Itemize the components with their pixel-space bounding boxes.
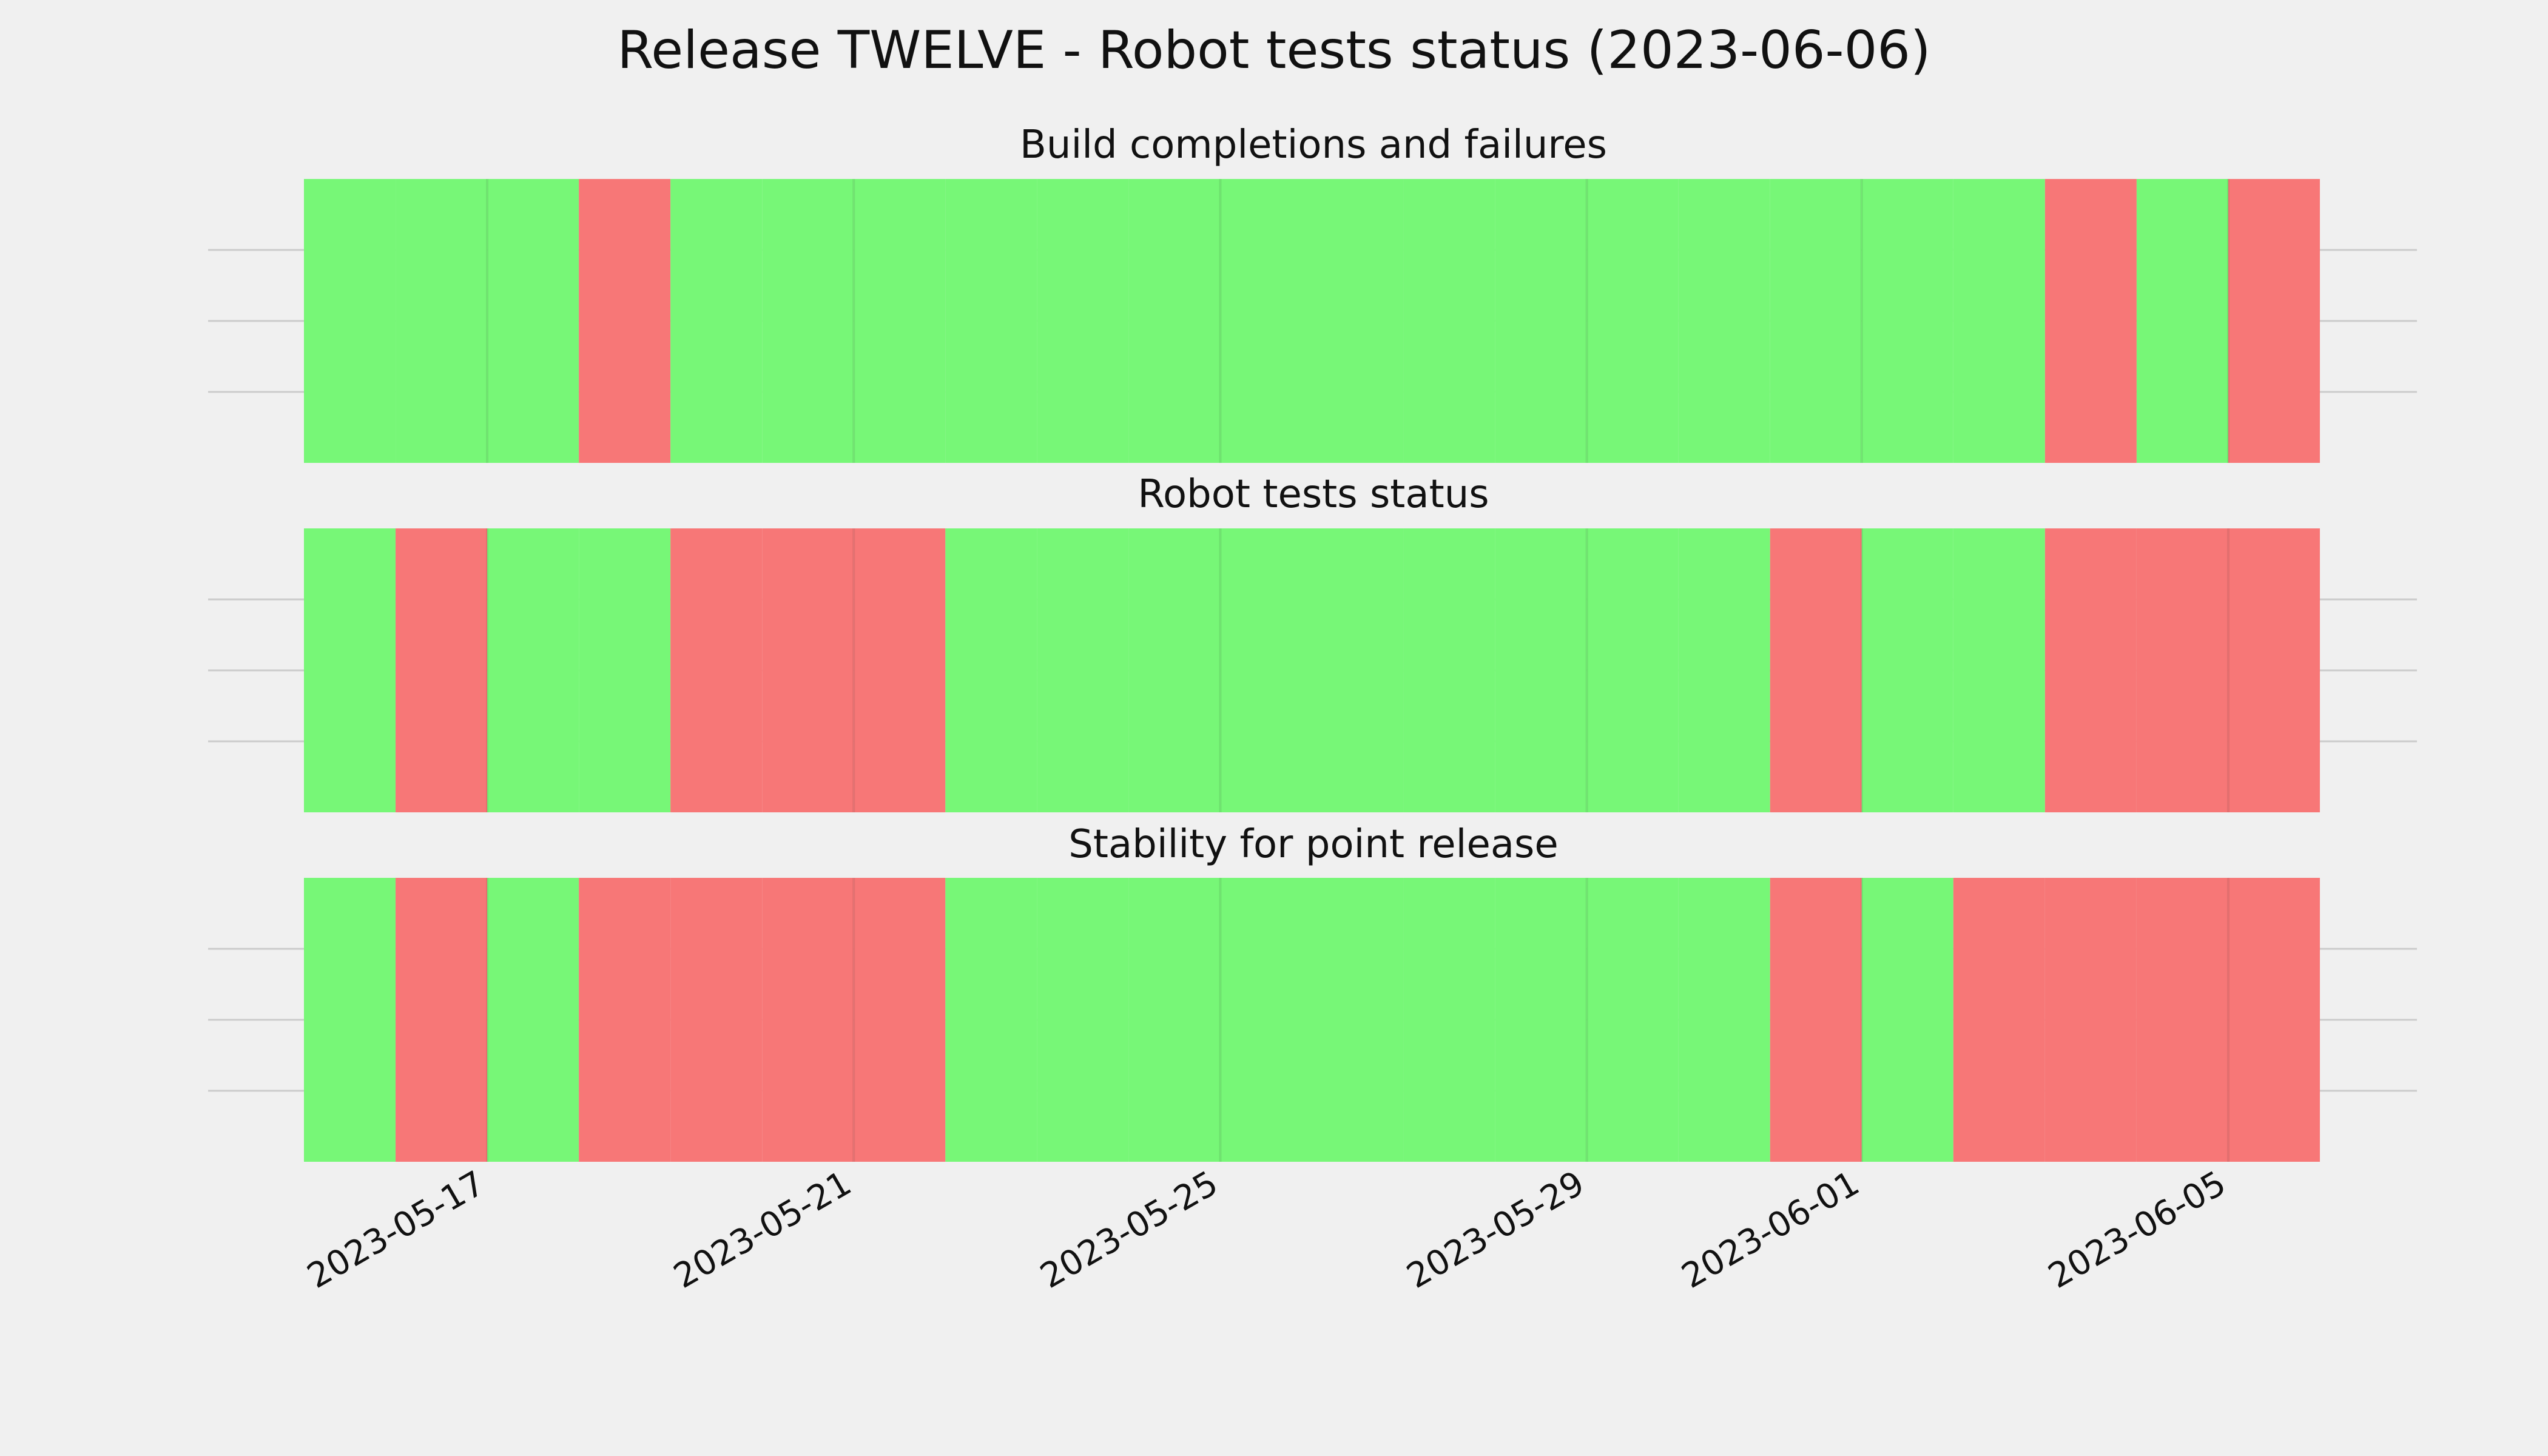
panel-0-cell-12-pass xyxy=(1403,179,1495,463)
panel-2-cell-2-pass xyxy=(487,878,579,1162)
panel-2-cell-19-fail xyxy=(2044,878,2137,1162)
panel-1-cell-19-fail xyxy=(2044,528,2137,812)
panel-0-cell-1-pass xyxy=(396,179,488,463)
panel-1-cell-4-fail xyxy=(670,528,763,812)
x-tick-label-5: 2023-06-05 xyxy=(2042,1164,2233,1296)
panel-0-cell-21-fail xyxy=(2228,179,2320,463)
panel-2-cell-20-fail xyxy=(2136,878,2228,1162)
panel-0-cell-9-pass xyxy=(1128,179,1221,463)
panel-2-cell-17-pass xyxy=(1861,878,1953,1162)
x-tick-label-3: 2023-05-29 xyxy=(1400,1164,1591,1296)
panel-0-cell-16-pass xyxy=(1770,179,1862,463)
panel-2-cell-7-pass xyxy=(945,878,1037,1162)
panel-0-cell-11-pass xyxy=(1312,179,1404,463)
panel-1-cell-11-pass xyxy=(1312,528,1404,812)
panel-1-cell-1-fail xyxy=(396,528,488,812)
panel-1-cell-2-pass xyxy=(487,528,579,812)
x-tick-label-0: 2023-05-17 xyxy=(301,1164,491,1296)
panel-2-cell-0-pass xyxy=(304,878,396,1162)
panel-2-cell-10-pass xyxy=(1220,878,1312,1162)
panel-1-cell-10-pass xyxy=(1220,528,1312,812)
panel-0-cell-6-pass xyxy=(854,179,946,463)
panel-1-cell-5-fail xyxy=(762,528,854,812)
panel-0-cell-10-pass xyxy=(1220,179,1312,463)
panel-robot: Robot tests status xyxy=(208,472,2417,812)
panel-2-cell-14-pass xyxy=(1586,878,1679,1162)
panel-1-cell-0-pass xyxy=(304,528,396,812)
panel-0-cell-4-pass xyxy=(670,179,763,463)
panel-1-cell-3-pass xyxy=(579,528,671,812)
panel-0-cell-14-pass xyxy=(1586,179,1679,463)
panel-1-cell-16-fail xyxy=(1770,528,1862,812)
panel-build: Build completions and failures xyxy=(208,123,2417,463)
panel-title-build: Build completions and failures xyxy=(1020,123,1607,167)
panel-title-robot: Robot tests status xyxy=(1138,472,1489,517)
panel-2-cell-15-pass xyxy=(1678,878,1770,1162)
panel-2-cell-16-fail xyxy=(1770,878,1862,1162)
panel-1-cell-13-pass xyxy=(1495,528,1587,812)
x-tick-label-4: 2023-06-01 xyxy=(1675,1164,1866,1296)
x-axis: 2023-05-17 2023-05-21 2023-05-25 2023-05-29… xyxy=(301,1164,2233,1296)
panel-1-cell-17-pass xyxy=(1861,528,1953,812)
panel-0-cells xyxy=(208,179,2417,463)
panel-2-cell-13-pass xyxy=(1495,878,1587,1162)
panel-0-cell-8-pass xyxy=(1037,179,1129,463)
panel-2-cells xyxy=(208,878,2417,1162)
chart-title: Release TWELVE - Robot tests status (202… xyxy=(617,20,1930,81)
panel-0-cell-5-pass xyxy=(762,179,854,463)
panel-0-cell-0-pass xyxy=(304,179,396,463)
panel-1-cells xyxy=(208,528,2417,812)
panel-2-cell-6-fail xyxy=(854,878,946,1162)
panel-0-cell-15-pass xyxy=(1678,179,1770,463)
panel-0-cell-17-pass xyxy=(1861,179,1953,463)
panel-1-cell-21-fail xyxy=(2228,528,2320,812)
x-tick-label-1: 2023-05-21 xyxy=(667,1164,858,1296)
panel-1-cell-12-pass xyxy=(1403,528,1495,812)
panel-0-cell-7-pass xyxy=(945,179,1037,463)
panel-2-cell-12-pass xyxy=(1403,878,1495,1162)
panel-2-cell-3-fail xyxy=(579,878,671,1162)
panel-2-cell-11-pass xyxy=(1312,878,1404,1162)
panel-1-cell-8-pass xyxy=(1037,528,1129,812)
panel-1-cell-15-pass xyxy=(1678,528,1770,812)
panel-2-cell-1-fail xyxy=(396,878,488,1162)
panel-0-cell-3-fail xyxy=(579,179,671,463)
x-tick-label-2: 2023-05-25 xyxy=(1034,1164,1224,1296)
panel-0-cell-20-pass xyxy=(2136,179,2228,463)
panel-2-cell-4-fail xyxy=(670,878,763,1162)
panel-1-cell-14-pass xyxy=(1586,528,1679,812)
panel-0-cell-2-pass xyxy=(487,179,579,463)
panel-1-cell-9-pass xyxy=(1128,528,1221,812)
panel-0-cell-19-fail xyxy=(2044,179,2137,463)
panel-0-cell-13-pass xyxy=(1495,179,1587,463)
panel-2-cell-21-fail xyxy=(2228,878,2320,1162)
panel-2-cell-9-pass xyxy=(1128,878,1221,1162)
panel-1-cell-18-pass xyxy=(1953,528,2045,812)
panel-2-cell-8-pass xyxy=(1037,878,1129,1162)
panel-1-cell-20-fail xyxy=(2136,528,2228,812)
panel-2-cell-5-fail xyxy=(762,878,854,1162)
panel-1-cell-7-pass xyxy=(945,528,1037,812)
panel-title-stability: Stability for point release xyxy=(1068,822,1559,867)
panel-stability: Stability for point release xyxy=(208,822,2417,1162)
panel-0-cell-18-pass xyxy=(1953,179,2045,463)
panel-1-cell-6-fail xyxy=(854,528,946,812)
panel-2-cell-18-fail xyxy=(1953,878,2045,1162)
